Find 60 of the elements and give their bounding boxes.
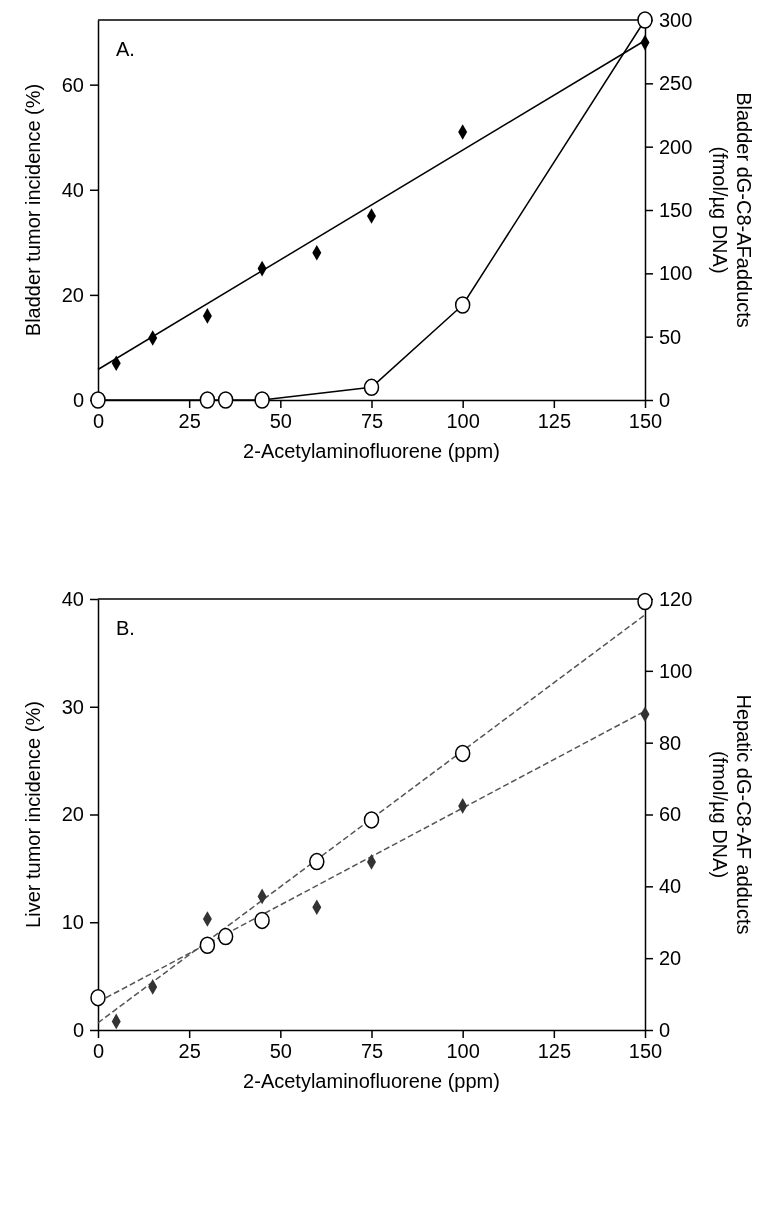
annotation: B.	[116, 617, 135, 639]
x-axis-title: 2-Acetylaminofluorene (ppm)	[243, 1070, 500, 1092]
point	[90, 988, 106, 1007]
y2-axis-title: Bladder dG-C8-AFadducts (fmol/µg DNA)	[709, 92, 755, 328]
y2-tick-label: 60	[659, 803, 682, 826]
point	[363, 811, 380, 829]
x-tick-label: 25	[178, 410, 201, 433]
y-tick-label: 10	[61, 911, 84, 934]
point	[217, 391, 234, 409]
y-tick-label: 40	[61, 178, 84, 201]
y2-tick-label: 120	[659, 587, 693, 610]
y2-tick-label: 50	[659, 325, 682, 348]
y2-tick-label: 200	[659, 135, 693, 158]
y2-axis-title: Hepatic dG-C8-AF adducts (fmol/µg DNA)	[709, 694, 755, 935]
x-tick-label: 125	[537, 410, 572, 433]
y2-tick-label: 0	[659, 1018, 671, 1041]
y2-tick-label: 150	[659, 198, 693, 221]
y-tick-label: 0	[72, 1018, 84, 1041]
point	[309, 852, 325, 871]
point	[454, 296, 471, 314]
y2-tick-label: 250	[659, 72, 693, 95]
x-tick-label: 75	[360, 1040, 384, 1063]
point	[217, 927, 234, 946]
point	[637, 11, 653, 29]
y-tick-label: 20	[61, 283, 84, 306]
y2-tick-label: 100	[659, 659, 693, 682]
x-tick-label: 150	[628, 1040, 663, 1063]
y2-tick-label: 0	[659, 388, 671, 411]
y-tick-label: 60	[61, 73, 84, 96]
y-axis-title: Liver tumor incidence (%)	[22, 701, 44, 928]
point	[254, 911, 270, 930]
y-tick-label: 20	[61, 803, 84, 826]
y-tick-label: 40	[61, 587, 84, 610]
x-tick-label: 25	[178, 1040, 201, 1063]
y2-tick-label: 100	[659, 262, 693, 285]
point	[90, 391, 106, 409]
x-tick-label: 75	[360, 410, 384, 433]
point	[454, 744, 471, 763]
y2-tick-label: 300	[659, 8, 693, 31]
y2-tick-label: 40	[659, 875, 682, 898]
y-tick-label: 30	[61, 695, 84, 718]
point	[637, 592, 653, 611]
y-axis-title: Bladder tumor incidence (%)	[22, 83, 44, 337]
x-tick-label: 50	[269, 410, 292, 433]
x-tick-label: 150	[628, 410, 663, 433]
point	[199, 936, 216, 954]
x-tick-label: 0	[92, 1040, 105, 1063]
x-tick-label: 100	[446, 410, 480, 433]
x-tick-label: 100	[446, 1040, 480, 1063]
y2-tick-label: 80	[659, 731, 682, 754]
x-tick-label: 125	[537, 1040, 572, 1063]
annotation: A.	[116, 38, 135, 60]
point	[363, 378, 380, 397]
x-axis-title: 2-Acetylaminofluorene (ppm)	[243, 440, 500, 462]
y-tick-label: 0	[72, 388, 84, 411]
point	[199, 391, 216, 409]
x-tick-label: 0	[92, 410, 105, 433]
y2-tick-label: 20	[659, 947, 682, 970]
point	[254, 391, 270, 409]
x-tick-label: 50	[269, 1040, 292, 1063]
